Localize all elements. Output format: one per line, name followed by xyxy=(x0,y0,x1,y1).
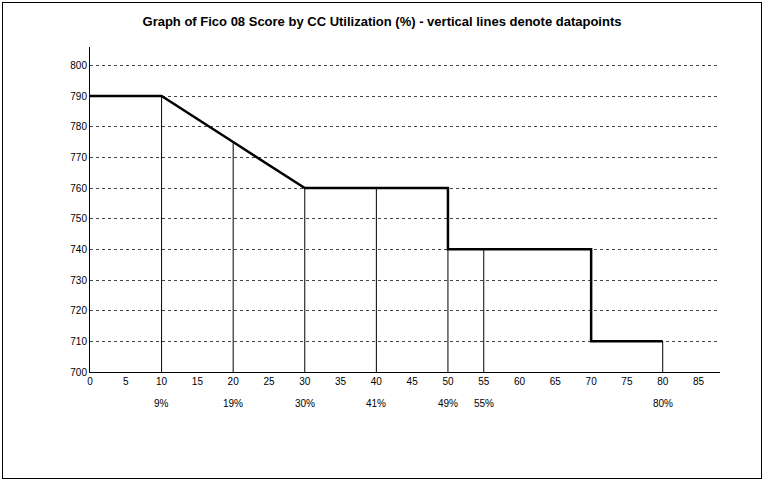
svg-text:800: 800 xyxy=(70,60,87,71)
svg-text:15: 15 xyxy=(192,376,204,387)
svg-text:45: 45 xyxy=(407,376,419,387)
svg-text:85: 85 xyxy=(693,376,705,387)
svg-text:780: 780 xyxy=(70,121,87,132)
svg-text:55: 55 xyxy=(478,376,490,387)
svg-text:20: 20 xyxy=(228,376,240,387)
svg-text:75: 75 xyxy=(621,376,633,387)
svg-text:750: 750 xyxy=(70,213,87,224)
svg-text:50: 50 xyxy=(442,376,454,387)
svg-text:9%: 9% xyxy=(154,398,169,409)
svg-text:10: 10 xyxy=(156,376,168,387)
svg-text:55%: 55% xyxy=(474,398,494,409)
svg-text:Graph of Fico 08 Score by CC U: Graph of Fico 08 Score by CC Utilization… xyxy=(143,14,622,29)
svg-text:80: 80 xyxy=(657,376,669,387)
svg-text:60: 60 xyxy=(514,376,526,387)
svg-text:5: 5 xyxy=(123,376,129,387)
svg-text:0: 0 xyxy=(87,376,93,387)
svg-text:790: 790 xyxy=(70,91,87,102)
svg-text:30: 30 xyxy=(299,376,311,387)
svg-text:80%: 80% xyxy=(653,398,673,409)
svg-text:720: 720 xyxy=(70,305,87,316)
svg-text:65: 65 xyxy=(550,376,562,387)
svg-text:740: 740 xyxy=(70,244,87,255)
svg-text:730: 730 xyxy=(70,275,87,286)
svg-text:41%: 41% xyxy=(366,398,386,409)
svg-text:770: 770 xyxy=(70,152,87,163)
svg-text:710: 710 xyxy=(70,336,87,347)
svg-text:19%: 19% xyxy=(223,398,243,409)
svg-text:760: 760 xyxy=(70,183,87,194)
svg-text:700: 700 xyxy=(70,367,87,378)
svg-text:49%: 49% xyxy=(438,398,458,409)
svg-text:70: 70 xyxy=(586,376,598,387)
svg-text:25: 25 xyxy=(263,376,275,387)
svg-text:40: 40 xyxy=(371,376,383,387)
svg-text:30%: 30% xyxy=(295,398,315,409)
svg-text:35: 35 xyxy=(335,376,347,387)
